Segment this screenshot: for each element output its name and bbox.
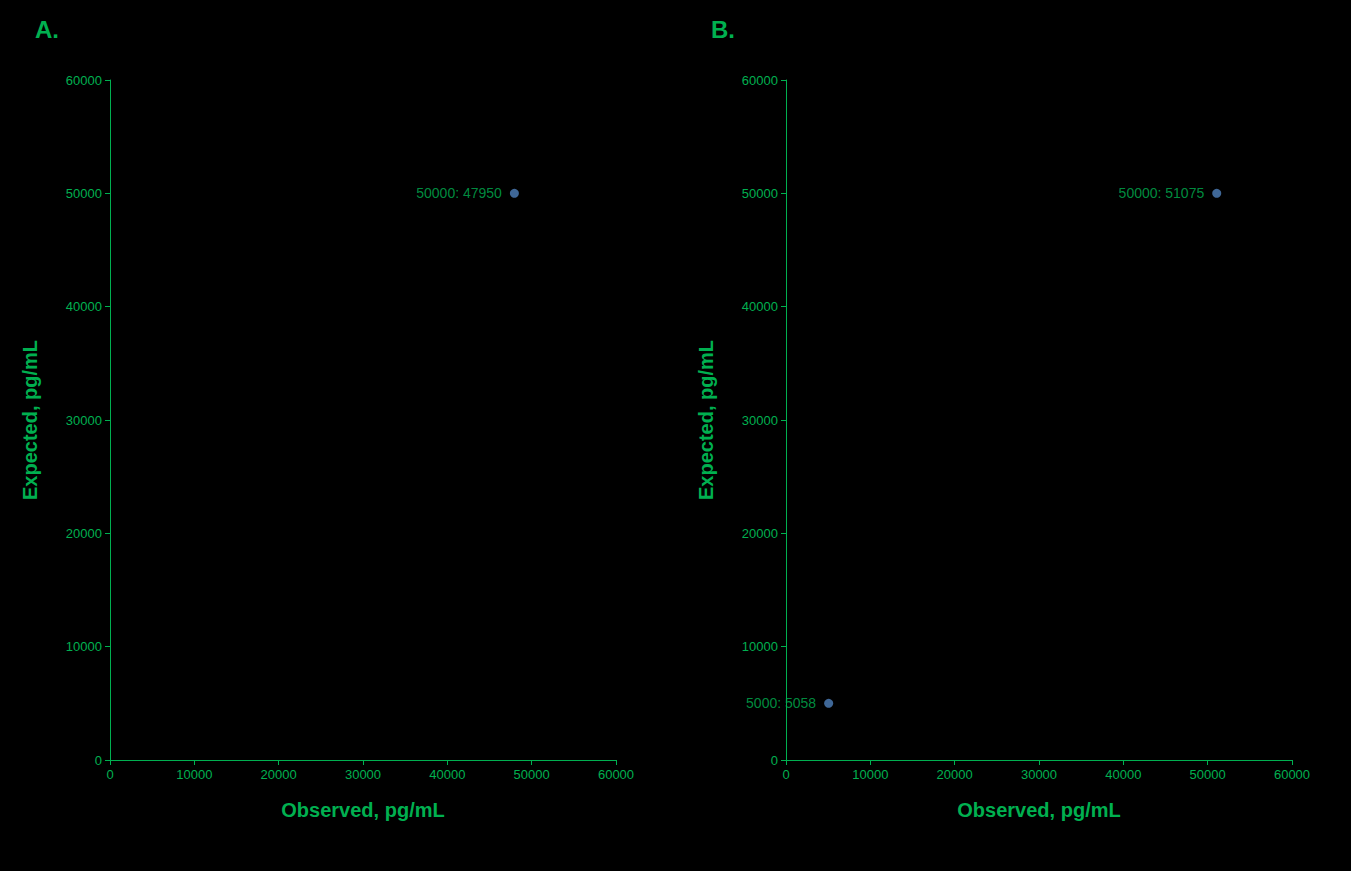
svg-text:0: 0 <box>95 753 102 768</box>
svg-text:40000: 40000 <box>1105 767 1141 782</box>
svg-text:50000: 51075: 50000: 51075 <box>1119 185 1205 201</box>
svg-text:Observed, pg/mL: Observed, pg/mL <box>281 799 444 821</box>
svg-text:0: 0 <box>782 767 789 782</box>
svg-text:50000: 50000 <box>514 767 550 782</box>
svg-text:A.: A. <box>35 16 59 43</box>
svg-text:50000: 50000 <box>66 186 102 201</box>
svg-text:60000: 60000 <box>598 767 634 782</box>
svg-text:20000: 20000 <box>937 767 973 782</box>
svg-text:60000: 60000 <box>1274 767 1310 782</box>
svg-text:50000: 47950: 50000: 47950 <box>416 185 502 201</box>
svg-text:10000: 10000 <box>742 639 778 654</box>
svg-text:30000: 30000 <box>742 413 778 428</box>
svg-text:Expected, pg/mL: Expected, pg/mL <box>19 340 41 500</box>
svg-text:30000: 30000 <box>345 767 381 782</box>
svg-text:10000: 10000 <box>852 767 888 782</box>
svg-text:30000: 30000 <box>1021 767 1057 782</box>
svg-text:10000: 10000 <box>66 639 102 654</box>
svg-text:Observed, pg/mL: Observed, pg/mL <box>957 799 1120 821</box>
svg-text:40000: 40000 <box>66 299 102 314</box>
svg-text:50000: 50000 <box>742 186 778 201</box>
svg-text:B.: B. <box>711 16 735 43</box>
svg-text:50000: 50000 <box>1190 767 1226 782</box>
svg-text:40000: 40000 <box>429 767 465 782</box>
svg-text:60000: 60000 <box>66 73 102 88</box>
svg-text:20000: 20000 <box>261 767 297 782</box>
svg-text:40000: 40000 <box>742 299 778 314</box>
svg-text:60000: 60000 <box>742 73 778 88</box>
svg-text:10000: 10000 <box>176 767 212 782</box>
svg-text:0: 0 <box>771 753 778 768</box>
svg-text:20000: 20000 <box>742 526 778 541</box>
svg-text:0: 0 <box>106 767 113 782</box>
svg-text:5000: 5058: 5000: 5058 <box>746 695 816 711</box>
svg-text:30000: 30000 <box>66 413 102 428</box>
svg-text:Expected, pg/mL: Expected, pg/mL <box>695 340 717 500</box>
svg-text:20000: 20000 <box>66 526 102 541</box>
